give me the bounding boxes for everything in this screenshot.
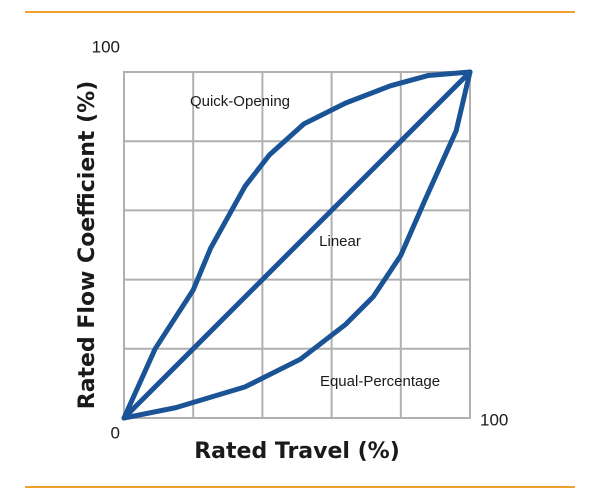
y-tick-label: 100	[92, 37, 120, 56]
annotation: Equal-Percentage	[320, 373, 440, 390]
x-axis-title: Rated Travel (%)	[194, 439, 400, 464]
curve	[121, 69, 473, 421]
annotation: Linear	[319, 233, 361, 250]
plot-frame	[123, 71, 471, 419]
curve	[121, 69, 473, 421]
curve	[121, 69, 473, 421]
y-tick-label: 0	[111, 423, 120, 442]
x-tick-label: 100	[480, 410, 508, 429]
annotation: Quick-Opening	[190, 93, 290, 110]
y-axis-title: Rated Flow Coefficient (%)	[75, 81, 100, 410]
